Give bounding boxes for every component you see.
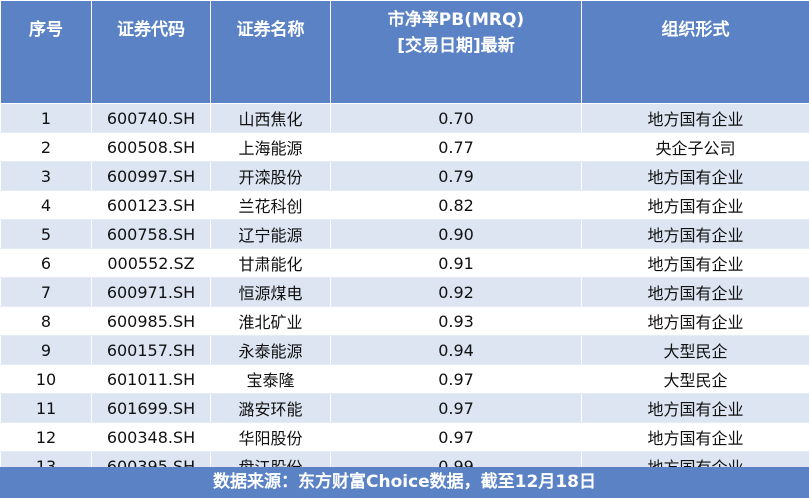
row-name: 恒源煤电 [210, 277, 331, 307]
header-org[interactable]: 组织形式 [581, 0, 809, 104]
row-pb: 0.97 [330, 393, 582, 423]
row-code: 600348.SH [91, 422, 211, 452]
data-source-note: 数据来源：东方财富Choice数据，截至12月18日 [0, 467, 809, 498]
header-pb-line1: 市净率PB(MRQ) [387, 10, 525, 30]
row-org: 地方国有企业 [581, 161, 809, 191]
row-name: 上海能源 [210, 132, 331, 162]
row-code: 000552.SZ [91, 248, 211, 278]
row-seq: 3 [0, 161, 92, 191]
row-code: 600758.SH [91, 219, 211, 249]
row-pb: 0.82 [330, 190, 582, 220]
row-code: 600971.SH [91, 277, 211, 307]
header-pb-line2: [交易日期]最新 [397, 36, 515, 56]
row-seq: 1 [0, 103, 92, 133]
table-row[interactable]: 11 601699.SH 潞安环能 0.97 地方国有企业 [0, 393, 809, 423]
table-row[interactable]: 9 600157.SH 永泰能源 0.94 大型民企 [0, 335, 809, 365]
row-name: 华阳股份 [210, 422, 331, 452]
row-name: 开滦股份 [210, 161, 331, 191]
row-name: 潞安环能 [210, 393, 331, 423]
row-name: 宝泰隆 [210, 364, 331, 394]
row-org: 地方国有企业 [581, 422, 809, 452]
row-seq: 7 [0, 277, 92, 307]
row-org: 地方国有企业 [581, 248, 809, 278]
row-code: 600740.SH [91, 103, 211, 133]
row-seq: 10 [0, 364, 92, 394]
row-code: 601699.SH [91, 393, 211, 423]
row-name: 淮北矿业 [210, 306, 331, 336]
row-org: 大型民企 [581, 335, 809, 365]
row-pb: 0.77 [330, 132, 582, 162]
table-row[interactable]: 8 600985.SH 淮北矿业 0.93 地方国有企业 [0, 306, 809, 336]
table-row[interactable]: 4 600123.SH 兰花科创 0.82 地方国有企业 [0, 190, 809, 220]
row-seq: 9 [0, 335, 92, 365]
row-pb: 0.97 [330, 364, 582, 394]
row-pb: 0.70 [330, 103, 582, 133]
table-row[interactable]: 10 601011.SH 宝泰隆 0.97 大型民企 [0, 364, 809, 394]
header-seq[interactable]: 序号 [0, 0, 92, 104]
row-seq: 2 [0, 132, 92, 162]
row-seq: 6 [0, 248, 92, 278]
header-code[interactable]: 证券代码 [91, 0, 211, 104]
row-name: 山西焦化 [210, 103, 331, 133]
row-name: 甘肃能化 [210, 248, 331, 278]
row-code: 600123.SH [91, 190, 211, 220]
header-row: 序号 证券代码 证券名称 市净率PB(MRQ) [交易日期]最新 组织形式 [0, 0, 809, 104]
table-row[interactable]: 2 600508.SH 上海能源 0.77 央企子公司 [0, 132, 809, 162]
table-row[interactable]: 12 600348.SH 华阳股份 0.97 地方国有企业 [0, 422, 809, 452]
row-org: 地方国有企业 [581, 190, 809, 220]
row-seq: 8 [0, 306, 92, 336]
row-code: 601011.SH [91, 364, 211, 394]
row-code: 600985.SH [91, 306, 211, 336]
row-code: 600997.SH [91, 161, 211, 191]
row-org: 大型民企 [581, 364, 809, 394]
row-pb: 0.91 [330, 248, 582, 278]
row-org: 央企子公司 [581, 132, 809, 162]
row-pb: 0.79 [330, 161, 582, 191]
row-pb: 0.90 [330, 219, 582, 249]
row-seq: 4 [0, 190, 92, 220]
row-code: 600157.SH [91, 335, 211, 365]
header-pb[interactable]: 市净率PB(MRQ) [交易日期]最新 [330, 0, 582, 104]
row-org: 地方国有企业 [581, 393, 809, 423]
table-row[interactable]: 5 600758.SH 辽宁能源 0.90 地方国有企业 [0, 219, 809, 249]
header-name[interactable]: 证券名称 [210, 0, 331, 104]
row-name: 辽宁能源 [210, 219, 331, 249]
row-seq: 12 [0, 422, 92, 452]
row-org: 地方国有企业 [581, 103, 809, 133]
row-name: 永泰能源 [210, 335, 331, 365]
row-org: 地方国有企业 [581, 277, 809, 307]
row-org: 地方国有企业 [581, 306, 809, 336]
row-org: 地方国有企业 [581, 219, 809, 249]
row-pb: 0.94 [330, 335, 582, 365]
table-row[interactable]: 6 000552.SZ 甘肃能化 0.91 地方国有企业 [0, 248, 809, 278]
table-row[interactable]: 7 600971.SH 恒源煤电 0.92 地方国有企业 [0, 277, 809, 307]
row-code: 600508.SH [91, 132, 211, 162]
row-seq: 5 [0, 219, 92, 249]
row-pb: 0.97 [330, 422, 582, 452]
row-name: 兰花科创 [210, 190, 331, 220]
table-row[interactable]: 1 600740.SH 山西焦化 0.70 地方国有企业 [0, 103, 809, 133]
table-row[interactable]: 3 600997.SH 开滦股份 0.79 地方国有企业 [0, 161, 809, 191]
row-pb: 0.93 [330, 306, 582, 336]
row-seq: 11 [0, 393, 92, 423]
row-pb: 0.92 [330, 277, 582, 307]
